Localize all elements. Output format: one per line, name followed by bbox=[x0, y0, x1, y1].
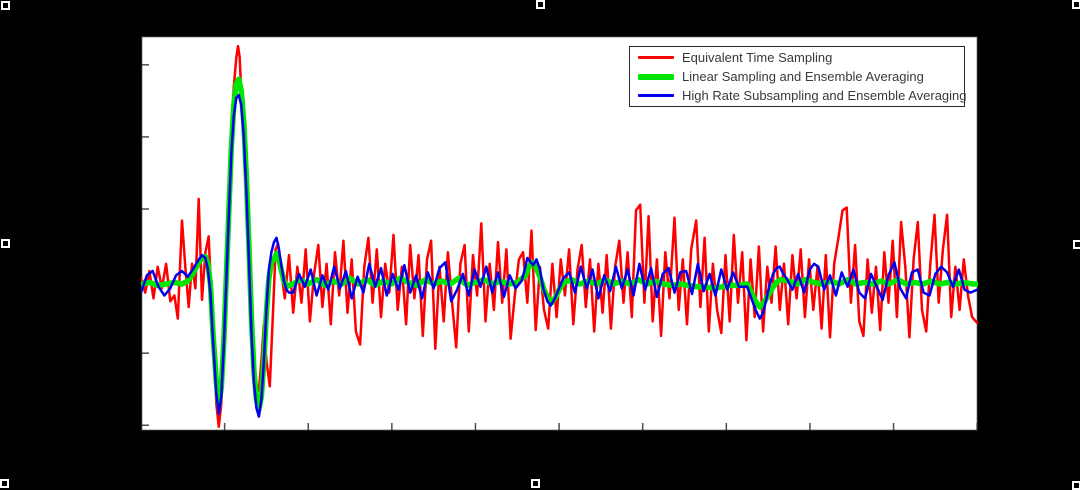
selection-handle-top-center[interactable] bbox=[536, 0, 545, 9]
waveform-chart bbox=[141, 36, 978, 431]
green-line-sample-icon bbox=[638, 73, 674, 80]
blue-line-sample-icon bbox=[638, 94, 674, 97]
series-line-1[interactable] bbox=[141, 76, 978, 413]
legend[interactable]: Equivalent Time Sampling Linear Sampling… bbox=[629, 46, 967, 107]
selection-handle-bottom-right[interactable] bbox=[1072, 481, 1080, 490]
red-line-sample-icon bbox=[638, 56, 674, 59]
selection-handle-top-left[interactable] bbox=[1, 1, 10, 10]
legend-label: High Rate Subsampling and Ensemble Avera… bbox=[682, 88, 967, 103]
legend-label: Equivalent Time Sampling bbox=[682, 50, 833, 65]
selection-handle-bottom-center[interactable] bbox=[531, 479, 540, 488]
selection-handle-top-right[interactable] bbox=[1072, 0, 1080, 9]
selection-handle-middle-right[interactable] bbox=[1073, 240, 1080, 249]
selection-handle-middle-left[interactable] bbox=[1, 239, 10, 248]
legend-label: Linear Sampling and Ensemble Averaging bbox=[682, 69, 924, 84]
legend-item-equivalent-time-sampling[interactable]: Equivalent Time Sampling bbox=[630, 48, 964, 67]
series-line-2[interactable] bbox=[141, 93, 978, 418]
legend-item-high-rate-subsampling[interactable]: High Rate Subsampling and Ensemble Avera… bbox=[630, 86, 967, 105]
axes-box bbox=[141, 36, 978, 431]
legend-item-linear-sampling[interactable]: Linear Sampling and Ensemble Averaging bbox=[630, 67, 964, 86]
selection-handle-bottom-left[interactable] bbox=[0, 479, 9, 488]
